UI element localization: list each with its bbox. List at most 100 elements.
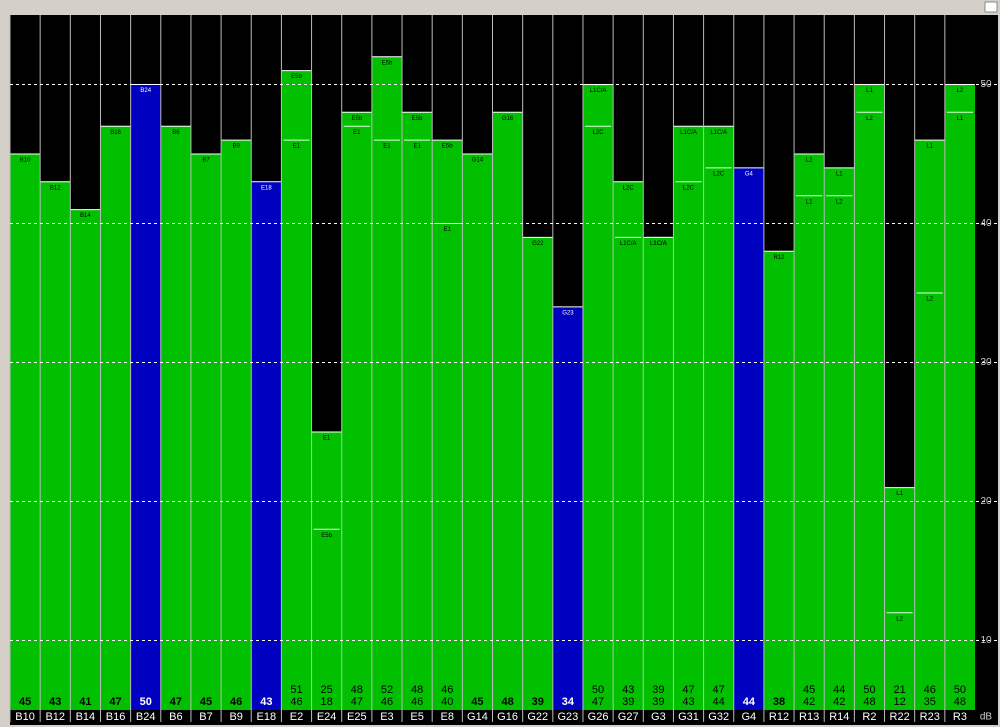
category-label: G16 bbox=[497, 711, 518, 723]
secondary-value: 39 bbox=[652, 696, 664, 708]
bar-signal-label: B24 bbox=[140, 88, 151, 94]
secondary-value: 42 bbox=[833, 696, 845, 708]
bar-signal-label: L1 bbox=[866, 88, 873, 94]
category-label: G23 bbox=[557, 711, 578, 723]
primary-value: 38 bbox=[773, 696, 785, 708]
primary-value: 44 bbox=[743, 696, 756, 708]
category-label: G3 bbox=[651, 711, 666, 723]
primary-value: 52 bbox=[381, 684, 393, 696]
primary-value: 47 bbox=[713, 684, 725, 696]
secondary-signal-label: E1 bbox=[413, 144, 421, 150]
category-label: R22 bbox=[890, 711, 910, 723]
bar-signal-label: G4 bbox=[745, 171, 754, 177]
category-label: E8 bbox=[441, 711, 454, 723]
primary-value: 50 bbox=[863, 684, 875, 696]
bar-signal-label: E5b bbox=[382, 60, 393, 66]
secondary-value: 40 bbox=[441, 696, 453, 708]
secondary-signal-label: L2 bbox=[926, 297, 933, 303]
bar-signal-label: B9 bbox=[233, 144, 241, 150]
y-tick-label: 20 bbox=[980, 496, 992, 507]
bar-signal-label: L1C/A bbox=[590, 88, 607, 94]
category-label: E18 bbox=[257, 711, 277, 723]
bar-signal-label: E5b bbox=[412, 116, 423, 122]
y-tick-label: 10 bbox=[980, 635, 992, 646]
secondary-value: 39 bbox=[622, 696, 634, 708]
bar bbox=[613, 181, 644, 711]
secondary-signal-label: E1 bbox=[293, 144, 301, 150]
bar-signal-label: L1 bbox=[836, 171, 843, 177]
secondary-signal-label: L2 bbox=[866, 116, 873, 122]
primary-value: 39 bbox=[652, 684, 664, 696]
bar-signal-label: E1 bbox=[323, 436, 331, 442]
primary-value: 48 bbox=[351, 684, 363, 696]
bar bbox=[432, 140, 463, 711]
secondary-value: 48 bbox=[863, 696, 875, 708]
y-tick-label: 30 bbox=[980, 357, 992, 368]
primary-value: 43 bbox=[622, 684, 634, 696]
secondary-signal-label: L2 bbox=[896, 616, 903, 622]
category-label: R14 bbox=[829, 711, 849, 723]
category-label: E25 bbox=[347, 711, 367, 723]
bar-signal-label: G22 bbox=[532, 241, 544, 247]
bar bbox=[311, 432, 342, 710]
category-label: R12 bbox=[769, 711, 789, 723]
bar bbox=[763, 251, 795, 711]
category-label: R3 bbox=[953, 711, 967, 723]
bar-signal-label: B6 bbox=[172, 130, 180, 136]
secondary-signal-label: E1 bbox=[444, 227, 452, 233]
category-label: G4 bbox=[741, 711, 756, 723]
y-axis-label: dB bbox=[980, 712, 993, 723]
primary-value: 47 bbox=[170, 696, 182, 708]
category-label: E3 bbox=[380, 711, 393, 723]
close-button[interactable] bbox=[984, 1, 998, 13]
category-label: B24 bbox=[136, 711, 156, 723]
bar-signal-label: G14 bbox=[472, 158, 484, 164]
bar bbox=[70, 209, 101, 710]
bar-signal-label: L2 bbox=[806, 158, 813, 164]
secondary-signal-label: E1 bbox=[383, 144, 391, 150]
category-label: G14 bbox=[467, 711, 488, 723]
category-label: G26 bbox=[588, 711, 609, 723]
secondary-value: 43 bbox=[682, 696, 694, 708]
primary-value: 46 bbox=[924, 684, 936, 696]
secondary-value: 44 bbox=[713, 696, 725, 708]
bar bbox=[522, 237, 553, 710]
bar bbox=[854, 84, 885, 710]
category-label: G31 bbox=[678, 711, 699, 723]
primary-value: 46 bbox=[441, 684, 453, 696]
bar bbox=[371, 56, 403, 710]
primary-value: 43 bbox=[260, 696, 272, 708]
bar-signal-label: B10 bbox=[20, 158, 31, 164]
bar-signal-label: L2 bbox=[957, 88, 964, 94]
bar-signal-label: B16 bbox=[110, 130, 121, 136]
bar-signal-label: E18 bbox=[261, 185, 272, 191]
bar-signal-label: E5b bbox=[291, 74, 302, 80]
primary-value: 50 bbox=[592, 684, 604, 696]
secondary-value: 35 bbox=[924, 696, 936, 708]
secondary-value: 47 bbox=[351, 696, 363, 708]
primary-value: 45 bbox=[200, 696, 212, 708]
bar bbox=[130, 84, 161, 710]
bar bbox=[944, 84, 975, 710]
primary-value: 43 bbox=[49, 696, 61, 708]
bar bbox=[251, 181, 282, 711]
secondary-signal-label: L2 bbox=[836, 199, 843, 205]
bar-signal-label: L2C bbox=[623, 185, 635, 191]
primary-value: 47 bbox=[109, 696, 121, 708]
category-label: E2 bbox=[290, 711, 303, 723]
y-tick-label: 40 bbox=[980, 218, 992, 229]
primary-value: 50 bbox=[954, 684, 966, 696]
bar-signal-label: B14 bbox=[80, 213, 91, 219]
secondary-value: 12 bbox=[893, 696, 905, 708]
category-label: G22 bbox=[527, 711, 548, 723]
bar bbox=[643, 237, 674, 710]
secondary-value: 42 bbox=[803, 696, 815, 708]
bar-signal-label: G16 bbox=[502, 116, 514, 122]
primary-value: 45 bbox=[19, 696, 31, 708]
secondary-value: 18 bbox=[321, 696, 333, 708]
bar bbox=[462, 154, 493, 710]
primary-value: 44 bbox=[833, 684, 845, 696]
bar-signal-label: L1 bbox=[896, 491, 903, 497]
category-label: G32 bbox=[708, 711, 729, 723]
